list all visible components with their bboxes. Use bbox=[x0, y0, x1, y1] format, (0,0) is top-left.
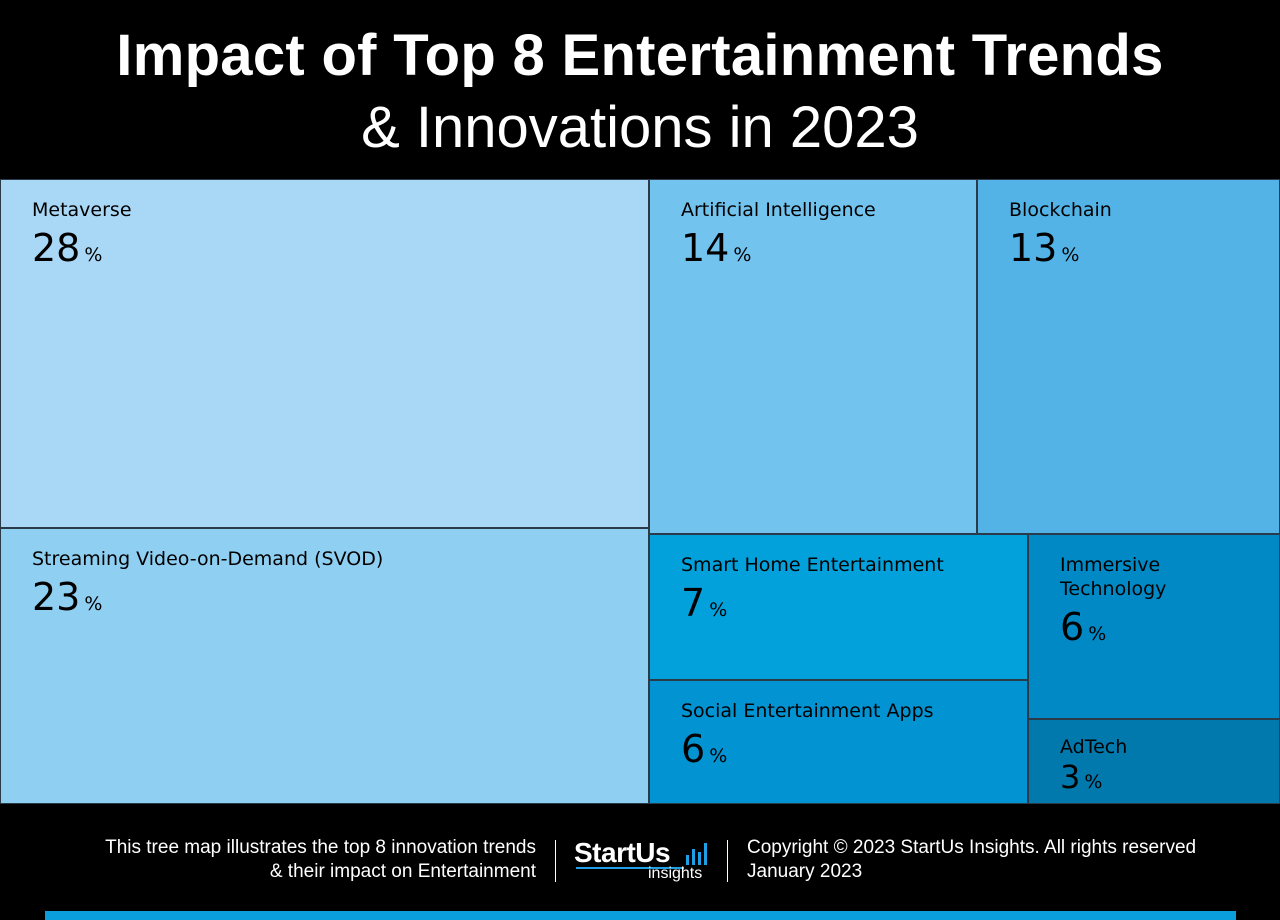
treemap-cell-value: 28% bbox=[32, 228, 102, 275]
logo-name: StartUs bbox=[574, 837, 671, 868]
treemap-cell: Blockchain 13% bbox=[977, 179, 1280, 534]
treemap-value-number: 6 bbox=[1060, 605, 1085, 649]
treemap-value-unit: % bbox=[709, 599, 728, 621]
treemap: Metaverse 28% Streaming Video-on-Demand (S… bbox=[0, 179, 1280, 804]
treemap-value-unit: % bbox=[1061, 244, 1080, 266]
footer-divider-right bbox=[727, 840, 728, 882]
treemap-cell-label: Streaming Video-on-Demand (SVOD) bbox=[32, 548, 384, 570]
treemap-cell-label: AdTech bbox=[1060, 736, 1128, 758]
treemap-value-number: 28 bbox=[32, 226, 81, 270]
footer-description-line-1: This tree map illustrates the top 8 inno… bbox=[105, 837, 536, 858]
logo-underline bbox=[576, 867, 684, 869]
footer-date: January 2023 bbox=[747, 861, 863, 882]
treemap-value-unit: % bbox=[1084, 771, 1103, 793]
treemap-cell-value: 23% bbox=[32, 577, 102, 624]
treemap-cell-label: Immersive Technology bbox=[1060, 554, 1167, 600]
treemap-cell-value: 13% bbox=[1009, 228, 1079, 275]
footer: This tree map illustrates the top 8 inno… bbox=[0, 804, 1280, 920]
treemap-value-unit: % bbox=[709, 745, 728, 767]
bottom-accent-bar bbox=[45, 911, 1236, 920]
treemap-cell: Artificial Intelligence 14% bbox=[649, 179, 977, 534]
treemap-value-unit: % bbox=[84, 593, 103, 615]
treemap-cell-value: 14% bbox=[681, 228, 751, 275]
treemap-cell-label: Blockchain bbox=[1009, 199, 1112, 221]
treemap-value-number: 23 bbox=[32, 575, 81, 619]
footer-description: This tree map illustrates the top 8 inno… bbox=[105, 836, 536, 884]
treemap-cell: Smart Home Entertainment 7% bbox=[649, 534, 1028, 680]
treemap-cell-value: 6% bbox=[1060, 607, 1106, 654]
treemap-value-unit: % bbox=[1088, 623, 1107, 645]
treemap-value-unit: % bbox=[84, 244, 103, 266]
footer-divider-left bbox=[555, 840, 556, 882]
treemap-cell: Streaming Video-on-Demand (SVOD) 23% bbox=[0, 528, 649, 804]
chart-title: Impact of Top 8 Entertainment Trends bbox=[116, 23, 1164, 88]
footer-copyright-block: Copyright © 2023 StartUs Insights. All r… bbox=[747, 836, 1196, 884]
treemap-value-number: 3 bbox=[1060, 758, 1081, 796]
logo-subtitle: insights bbox=[648, 865, 703, 882]
treemap-cell-value: 6% bbox=[681, 729, 727, 776]
treemap-value-number: 7 bbox=[681, 581, 706, 625]
treemap-cell-label: Smart Home Entertainment bbox=[681, 554, 944, 576]
treemap-cell-label: Artificial Intelligence bbox=[681, 199, 876, 221]
treemap-cell: Metaverse 28% bbox=[0, 179, 649, 528]
treemap-value-number: 13 bbox=[1009, 226, 1058, 270]
treemap-cell: Social Entertainment Apps 6% bbox=[649, 680, 1028, 804]
chart-subtitle: & Innovations in 2023 bbox=[361, 95, 919, 160]
treemap-value-unit: % bbox=[733, 244, 752, 266]
footer-description-line-2: & their impact on Entertainment bbox=[269, 861, 536, 882]
treemap-cell: Immersive Technology 6% bbox=[1028, 534, 1280, 719]
treemap-cell-label: Metaverse bbox=[32, 199, 132, 221]
chart-header: Impact of Top 8 Entertainment Trends & I… bbox=[0, 0, 1280, 178]
treemap-value-number: 14 bbox=[681, 226, 730, 270]
treemap-cell: AdTech 3% bbox=[1028, 719, 1280, 804]
footer-copyright: Copyright © 2023 StartUs Insights. All r… bbox=[747, 837, 1197, 858]
bar-chart-icon bbox=[686, 843, 708, 865]
treemap-cell-label: Social Entertainment Apps bbox=[681, 700, 934, 722]
treemap-cell-value: 3% bbox=[1060, 760, 1102, 799]
startus-insights-logo: StartUs insights bbox=[574, 837, 714, 885]
treemap-cell-value: 7% bbox=[681, 583, 727, 630]
treemap-value-number: 6 bbox=[681, 727, 706, 771]
